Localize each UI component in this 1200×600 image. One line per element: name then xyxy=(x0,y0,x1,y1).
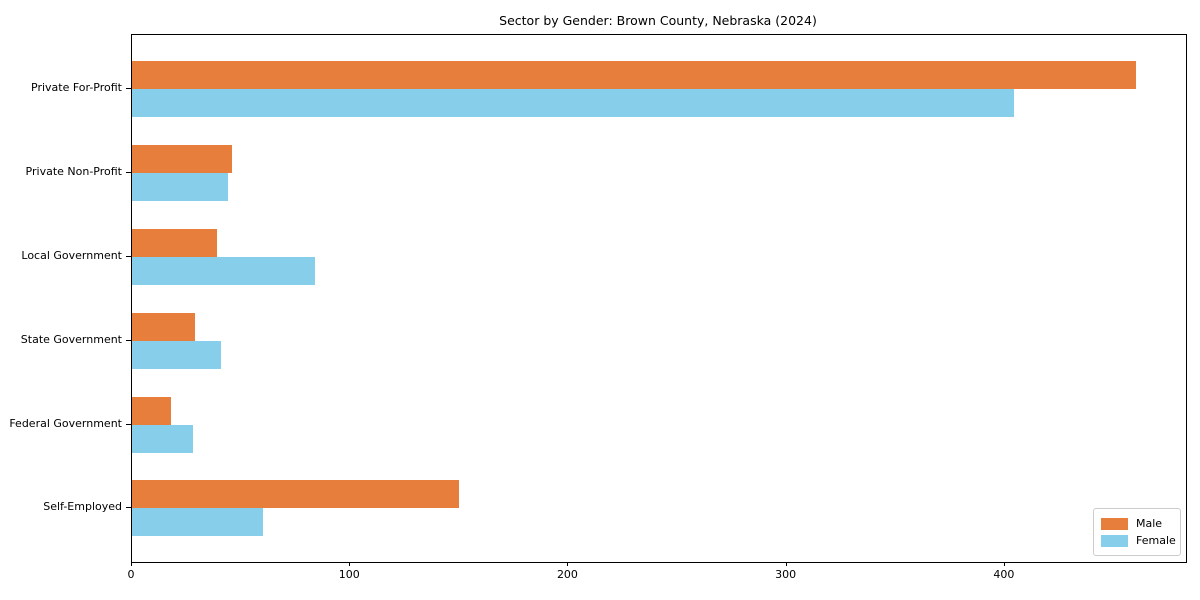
x-tick-label: 300 xyxy=(775,568,797,581)
chart-title: Sector by Gender: Brown County, Nebraska… xyxy=(499,13,817,28)
y-tick-mark xyxy=(126,88,131,90)
y-tick-label: Self-Employed xyxy=(43,500,122,514)
plot-area: Male Female xyxy=(131,34,1187,563)
y-tick-label: Federal Government xyxy=(9,416,122,430)
x-tick-mark xyxy=(349,562,351,566)
legend: Male Female xyxy=(1093,508,1181,556)
x-tick-mark xyxy=(1003,562,1005,566)
bar-female-self-employed xyxy=(132,508,263,537)
x-tick-mark xyxy=(131,562,132,566)
bar-male-private-non-profit xyxy=(132,145,233,174)
legend-label-female: Female xyxy=(1136,534,1176,547)
y-tick-mark xyxy=(126,339,131,341)
male-color-swatch xyxy=(1101,517,1128,530)
bar-male-self-employed xyxy=(132,480,460,509)
y-tick-mark xyxy=(126,172,131,174)
y-tick-label: Private For-Profit xyxy=(31,81,122,95)
x-tick-label: 200 xyxy=(556,568,578,581)
y-tick-label: Private Non-Profit xyxy=(25,165,122,179)
x-tick-mark xyxy=(567,562,569,566)
bar-female-private-for-profit xyxy=(132,89,1014,118)
y-tick-label: State Government xyxy=(20,332,122,346)
x-tick-label: 400 xyxy=(993,568,1015,581)
x-tick-label: 100 xyxy=(338,568,360,581)
bar-female-local-government xyxy=(132,256,316,285)
legend-item-male: Male xyxy=(1101,515,1172,532)
bar-male-private-for-profit xyxy=(132,61,1136,90)
bar-male-federal-government xyxy=(132,396,172,425)
bar-female-state-government xyxy=(132,340,222,369)
y-tick-mark xyxy=(126,255,131,257)
bar-female-private-non-profit xyxy=(132,173,229,202)
bar-male-state-government xyxy=(132,312,196,341)
x-tick-mark xyxy=(785,562,787,566)
legend-item-female: Female xyxy=(1101,532,1176,549)
bar-female-federal-government xyxy=(132,424,194,453)
y-tick-mark xyxy=(126,507,131,509)
x-tick-label: 0 xyxy=(127,568,135,581)
y-tick-mark xyxy=(126,423,131,425)
legend-label-male: Male xyxy=(1136,517,1163,530)
y-tick-label: Local Government xyxy=(21,248,122,262)
female-color-swatch xyxy=(1101,534,1128,547)
bar-male-local-government xyxy=(132,228,218,257)
